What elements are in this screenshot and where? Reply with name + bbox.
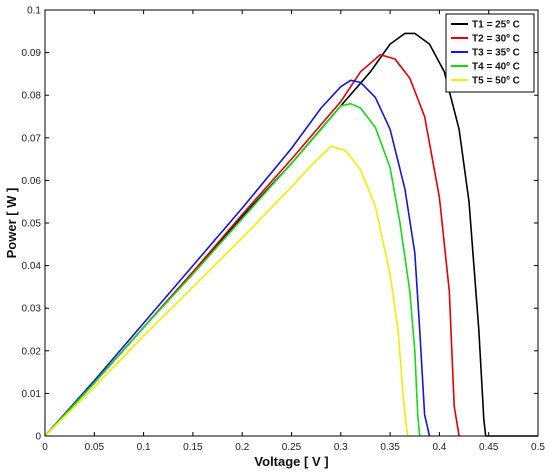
series-lines xyxy=(44,32,538,437)
y-tick-label: 0.08 xyxy=(22,91,42,102)
legend: T1 = 25º C T2 = 30º C T3 = 35º C T4 = 40º C… xyxy=(445,13,535,93)
x-tick-label: 0.1 xyxy=(137,442,151,453)
series-line-t5 xyxy=(44,145,409,437)
y-tick-label: 0.01 xyxy=(22,389,42,400)
y-tick-label: 0.07 xyxy=(22,133,42,144)
x-tick-label: 0.05 xyxy=(85,442,105,453)
legend-label: T3 = 35º C xyxy=(472,48,520,59)
x-axis-title: Voltage [ V ] xyxy=(254,454,328,469)
y-tick-label: 0.09 xyxy=(22,48,42,59)
series-line-t4 xyxy=(44,102,421,437)
y-tick-label: 0.02 xyxy=(22,346,42,357)
legend-label: T5 = 50º C xyxy=(472,76,520,87)
x-tick-label: 0.2 xyxy=(235,442,249,453)
x-axis-ticks: 0 0.05 0.1 0.15 0.2 0.25 0.3 0.35 0.4 0.45 0.5 xyxy=(42,10,545,453)
y-tick-label: 0.1 xyxy=(27,6,41,17)
y-tick-label: 0 xyxy=(35,432,41,443)
y-tick-label: 0.04 xyxy=(22,261,42,272)
plot-frame xyxy=(44,9,539,437)
y-tick-label: 0.05 xyxy=(22,219,42,230)
x-tick-label: 0.3 xyxy=(334,442,348,453)
series-line-t3 xyxy=(44,79,431,437)
y-tick-label: 0.06 xyxy=(22,176,42,187)
x-tick-label: 0 xyxy=(42,442,48,453)
y-axis-title: Power [ W ] xyxy=(4,188,19,259)
y-axis-ticks: 0 0.01 0.02 0.03 0.04 0.05 0.06 0.07 0.08 0.09 0.1 xyxy=(22,6,538,443)
y-tick-label: 0.03 xyxy=(22,304,42,315)
x-tick-label: 0.5 xyxy=(531,442,545,453)
legend-label: T4 = 40º C xyxy=(472,62,520,73)
x-tick-label: 0.35 xyxy=(380,442,400,453)
legend-label: T2 = 30º C xyxy=(472,34,520,45)
x-tick-label: 0.45 xyxy=(479,442,499,453)
x-tick-label: 0.15 xyxy=(183,442,203,453)
legend-label: T1 = 25º C xyxy=(472,20,520,31)
x-tick-label: 0.4 xyxy=(432,442,446,453)
x-tick-label: 0.25 xyxy=(282,442,302,453)
